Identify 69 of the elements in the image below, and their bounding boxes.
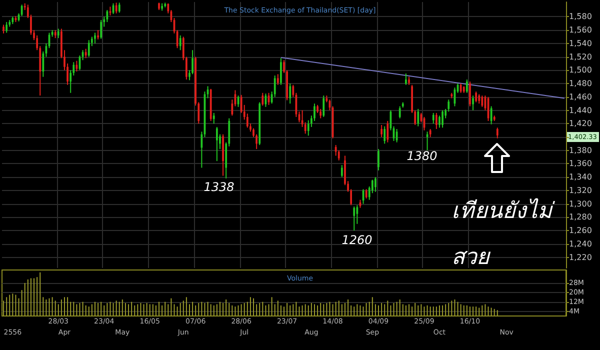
candlestick bbox=[179, 34, 182, 51]
y-tick-label: 1,540 bbox=[569, 38, 592, 48]
candlestick bbox=[212, 112, 215, 124]
candlestick bbox=[365, 188, 368, 199]
candlestick bbox=[94, 32, 96, 44]
y-tick-label: 1,580 bbox=[569, 12, 592, 22]
candlestick bbox=[405, 73, 407, 86]
candlestick bbox=[106, 10, 108, 23]
candlestick bbox=[289, 83, 292, 104]
candlestick bbox=[97, 30, 99, 40]
candlestick bbox=[115, 2, 118, 14]
candlestick bbox=[448, 99, 450, 112]
candlestick bbox=[442, 110, 444, 128]
y-tick-label: 1,360 bbox=[569, 159, 592, 168]
candlestick bbox=[320, 108, 322, 119]
y-tick-label: 1,220 bbox=[569, 252, 592, 262]
y-tick-label: 1,420 bbox=[569, 119, 592, 128]
candlestick bbox=[280, 58, 282, 86]
y-tick-label: 1,460 bbox=[569, 92, 592, 102]
y-tick-label: 1,320 bbox=[569, 186, 592, 195]
annotation: เทียนยังไม่ สวย bbox=[451, 198, 556, 270]
y-tick-label: 1,500 bbox=[569, 66, 592, 75]
candlestick bbox=[6, 22, 8, 34]
candlestick bbox=[398, 106, 401, 119]
candlestick bbox=[76, 60, 78, 72]
candlestick bbox=[469, 81, 471, 107]
candlestick bbox=[460, 83, 462, 94]
candlestick bbox=[432, 112, 434, 124]
y-tick-label: 1,240 bbox=[569, 239, 592, 248]
candlestick bbox=[57, 28, 60, 39]
candlestick bbox=[478, 94, 480, 104]
candlestick bbox=[490, 106, 492, 125]
y-tick-label: 1,480 bbox=[569, 79, 592, 88]
y-tick-label: 1,260 bbox=[569, 226, 592, 236]
candlestick bbox=[84, 48, 87, 59]
y-tick-label: 1,520 bbox=[569, 52, 592, 62]
y-tick-label: 1,440 bbox=[569, 106, 592, 115]
annotation: 1338 bbox=[204, 180, 235, 194]
candlestick bbox=[322, 95, 325, 118]
candlestick bbox=[380, 124, 382, 138]
candlestick bbox=[374, 176, 376, 192]
y-tick-label: 1,340 bbox=[569, 172, 592, 182]
candlestick bbox=[481, 95, 484, 108]
candlestick bbox=[88, 40, 90, 58]
candlestick bbox=[438, 115, 440, 128]
candlestick bbox=[334, 144, 337, 156]
candlestick bbox=[417, 108, 420, 127]
annotation: 1260 bbox=[342, 233, 373, 247]
candlestick bbox=[475, 91, 478, 103]
candlestick bbox=[307, 120, 310, 136]
candlestick bbox=[466, 79, 468, 94]
candlestick bbox=[276, 74, 279, 86]
candlestick bbox=[262, 92, 264, 106]
y-tick-label: 1,300 bbox=[569, 199, 592, 208]
candlestick bbox=[386, 120, 389, 143]
candlestick bbox=[118, 2, 120, 14]
candlestick bbox=[472, 95, 474, 111]
candlestick bbox=[384, 126, 386, 144]
candlestick bbox=[435, 112, 438, 130]
y-tick-label: 1,280 bbox=[569, 212, 592, 222]
candlestick bbox=[353, 206, 356, 232]
candlestick bbox=[378, 148, 380, 171]
candlestick bbox=[340, 164, 343, 178]
y-tick-label: 1,380 bbox=[569, 146, 592, 155]
y-tick-label: 1,560 bbox=[569, 26, 592, 35]
candlestick bbox=[216, 126, 218, 162]
annotation: 1380 bbox=[406, 149, 438, 163]
candlestick bbox=[496, 127, 498, 139]
candlestick bbox=[100, 20, 102, 40]
